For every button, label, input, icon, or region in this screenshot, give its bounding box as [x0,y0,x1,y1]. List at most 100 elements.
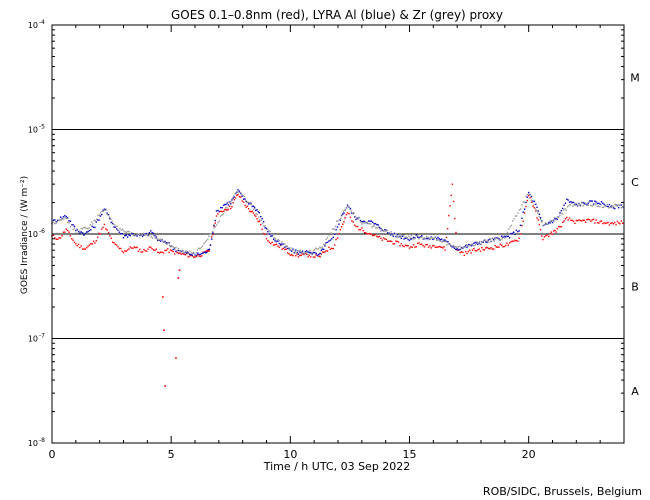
data-point [295,255,297,257]
data-point [553,217,556,219]
data-point [118,231,121,233]
data-point [295,251,298,254]
data-point [264,225,266,227]
data-point [194,254,196,257]
data-point [449,244,452,247]
data-point [523,212,526,214]
data-point [471,243,473,246]
data-point [238,191,240,194]
data-point [587,218,589,220]
data-point [384,228,386,231]
data-point [554,229,556,232]
data-point [68,231,70,233]
data-point [218,220,220,222]
data-point [441,241,443,243]
data-point [412,244,415,246]
data-point [588,200,591,202]
data-point [438,238,440,240]
data-point [361,227,363,229]
data-point [448,243,451,246]
data-point [164,385,167,387]
data-point [308,250,311,252]
data-point [582,201,584,204]
data-point [321,246,324,248]
data-point [306,251,308,253]
data-point [199,255,202,258]
data-point [115,228,118,230]
data-point [171,250,173,252]
data-point [547,235,550,238]
data-point [586,203,588,206]
data-point [233,199,236,201]
data-point [598,202,600,204]
data-point [301,253,304,255]
data-point [416,242,419,245]
data-point [444,249,446,251]
data-point [52,234,55,237]
data-point [166,243,168,245]
data-point [165,249,168,252]
data-point [213,227,215,229]
data-point [356,217,359,220]
data-point [95,221,97,223]
data-point [500,239,502,241]
data-point [303,253,305,255]
data-point [547,222,550,224]
data-point [600,204,602,206]
data-point [345,213,348,216]
data-point [522,220,524,222]
data-point [523,208,526,210]
data-point [527,191,530,194]
data-point [242,201,245,203]
data-point [335,238,337,241]
data-point [488,241,490,243]
data-point [498,246,500,248]
data-point [101,213,103,216]
data-point [492,237,494,240]
data-point [332,247,334,250]
data-point [538,223,541,226]
data-point [64,214,66,217]
data-point [517,230,519,233]
data-point [277,238,279,241]
data-point [297,253,300,255]
data-point [55,222,57,225]
data-point [595,201,597,203]
data-point [475,250,478,252]
data-point [196,249,199,251]
data-point [555,231,557,233]
data-point [415,235,418,237]
data-point [619,204,621,207]
data-point [61,235,63,237]
data-point [324,245,326,247]
data-point [164,242,167,245]
data-point [162,296,164,298]
data-point [535,210,537,212]
data-point [386,229,388,232]
data-point [513,218,515,220]
data-point [608,224,611,226]
data-point [130,247,133,249]
data-point [583,203,586,206]
data-point [348,205,350,208]
data-point [485,240,487,242]
x-axis-ticks: 0 5 10 15 20 [49,25,625,461]
data-point [168,251,170,254]
data-point [80,245,82,247]
data-point [448,214,450,217]
data-point [268,241,271,244]
data-point [400,237,403,239]
data-point [526,196,529,198]
data-point [191,254,193,256]
data-point [498,239,501,241]
data-point [496,246,499,248]
data-point [97,214,99,217]
data-point [229,202,231,204]
y-tick-label: 10 [28,439,38,448]
data-point [262,220,265,223]
data-point [374,233,377,236]
data-point [188,253,191,255]
data-point [469,249,471,251]
data-point [391,234,394,237]
data-point [144,250,146,252]
